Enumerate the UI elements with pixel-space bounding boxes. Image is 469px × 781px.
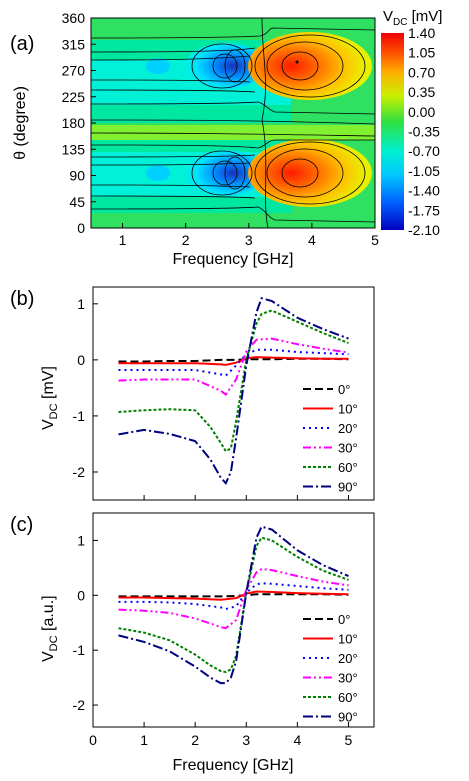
panel-c-ytick-label: -1: [73, 642, 86, 658]
panel-b-legend: 0° 10° 20° 30° 60° 90°: [303, 382, 358, 495]
panel-b-ytick-label: 0: [77, 352, 85, 368]
panel-b-ytick-label: 1: [77, 296, 85, 312]
colorbar-labels: 1.40 1.05 0.70 0.35 0.00 -0.35 -0.70 -1.05 -1.40…: [408, 25, 440, 238]
panel-c-frame: [92, 512, 375, 728]
panel-c-ylabel-main: V: [40, 651, 57, 662]
legend-label-0deg: 0°: [338, 612, 350, 627]
colorbar-label: 0.00: [408, 104, 435, 120]
panel-c-axes: 0 1 2 3 4 5 1 0 -1 -2: [73, 532, 353, 748]
panel-c-xtick-label: 3: [242, 732, 250, 748]
legend-label-30deg: 30°: [338, 441, 358, 456]
series-line-30deg: [118, 337, 349, 397]
panel-b-label: (b): [10, 288, 34, 310]
legend-label-60deg: 60°: [338, 460, 358, 475]
panel-b-frame: [92, 286, 375, 501]
panel-c-series: [118, 525, 349, 685]
panel-a-ytick-label: 270: [62, 63, 86, 79]
series-line-60deg: [118, 309, 349, 453]
colorbar-label: -1.40: [408, 183, 440, 199]
colorbar-label: -0.70: [408, 143, 440, 159]
panel-a-heatmap: (a): [10, 8, 442, 268]
panel-b-ylabel-main: V: [40, 419, 57, 430]
colorbar-label: 1.40: [408, 25, 435, 41]
series-line-10deg: [118, 356, 349, 366]
legend-label-10deg: 10°: [338, 632, 358, 647]
panel-c-line-chart: (c) 0 1 2 3 4 5 1 0 -1 -2 VDC [a.u.] Frequency [G…: [10, 512, 375, 774]
legend-label-60deg: 60°: [338, 690, 358, 705]
panel-a-xlabel: Frequency [GHz]: [173, 251, 294, 268]
series-line-90deg: [118, 296, 349, 485]
legend-label-20deg: 20°: [338, 651, 358, 666]
panel-a-xtick-label: 5: [371, 232, 379, 248]
colorbar-label: -0.35: [408, 124, 440, 140]
colorbar-gradient: [381, 33, 404, 230]
panel-b-series: [118, 296, 349, 485]
panel-b-axes: 1 0 -1 -2: [73, 296, 349, 500]
panel-a-ytick-label: 90: [69, 168, 85, 184]
colorbar-label: 0.35: [408, 84, 435, 100]
panel-a-label: (a): [10, 33, 34, 55]
panel-c-xlabel: Frequency [GHz]: [173, 757, 294, 774]
colorbar-label: -2.10: [408, 222, 440, 238]
series-line-20deg: [118, 582, 349, 611]
panel-c-xtick-label: 2: [191, 732, 199, 748]
panel-a-ytick-label: 225: [62, 89, 86, 105]
panel-a-xtick-label: 1: [119, 232, 127, 248]
panel-a-ytick-label: 135: [62, 141, 86, 157]
panel-c-xtick-label: 0: [89, 732, 97, 748]
series-line-90deg: [118, 525, 349, 685]
panel-c-ytick-label: 1: [77, 532, 85, 548]
legend-label-0deg: 0°: [338, 382, 350, 397]
panel-c-ylabel-unit: [a.u.]: [40, 595, 57, 635]
colorbar-label: -1.75: [408, 202, 440, 218]
legend-label-20deg: 20°: [338, 421, 358, 436]
panel-b-ytick-label: -2: [73, 464, 86, 480]
panel-a-ytick-label: 45: [69, 194, 85, 210]
colorbar-title-unit: [mV]: [407, 8, 442, 25]
series-line-0deg: [118, 593, 349, 598]
panel-b-line-chart: (b) 1 0 -1 -2 VDC [mV] 0° 10° 20° 30° 60° 90°: [10, 286, 375, 501]
panel-c-ylabel: VDC [a.u.]: [40, 595, 60, 662]
panel-a-xtick-label: 2: [182, 232, 190, 248]
panel-c-xtick-label: 1: [140, 732, 148, 748]
series-line-10deg: [118, 590, 349, 601]
panel-c-xtick-label: 4: [293, 732, 301, 748]
panel-c-ylabel-sub: DC: [48, 635, 60, 651]
panel-c-legend: 0° 10° 20° 30° 60° 90°: [303, 612, 358, 725]
panel-a-ytick-label: 315: [62, 36, 86, 52]
colorbar-label: -1.05: [408, 163, 440, 179]
panel-c-label: (c): [10, 514, 33, 536]
panel-c-ytick-label: -2: [73, 697, 86, 713]
panel-b-ylabel-unit: [mV]: [40, 366, 57, 403]
colorbar-label: 1.05: [408, 45, 435, 61]
colorbar-title-main: V: [383, 8, 393, 25]
panel-a-ylabel: θ (degree): [12, 86, 29, 160]
series-line-0deg: [118, 357, 349, 363]
heatmap-field: [91, 18, 375, 228]
panel-a-ytick-label: 0: [77, 220, 85, 236]
series-line-30deg: [118, 567, 349, 630]
colorbar-title-sub: DC: [393, 17, 407, 28]
panel-c-ytick-label: 0: [77, 587, 85, 603]
legend-label-90deg: 90°: [338, 710, 358, 725]
legend-label-30deg: 30°: [338, 671, 358, 686]
panel-b-ytick-label: -1: [73, 408, 86, 424]
legend-label-90deg: 90°: [338, 480, 358, 495]
colorbar-label: 0.70: [408, 64, 435, 80]
panel-a-ytick-label: 360: [62, 10, 86, 26]
panel-a-ytick-label: 180: [62, 115, 86, 131]
colorbar: VDC [mV] 1.40 1.05 0.70 0.35 0.00 -0.35 -0.70 -…: [381, 8, 442, 238]
panel-c-xtick-label: 5: [345, 732, 353, 748]
panel-a-xtick-label: 4: [308, 232, 316, 248]
panel-a-xtick-label: 3: [245, 232, 253, 248]
panel-b-ylabel: VDC [mV]: [40, 366, 60, 430]
colorbar-title: VDC [mV]: [383, 8, 442, 28]
legend-label-10deg: 10°: [338, 402, 358, 417]
panel-b-ylabel-sub: DC: [48, 403, 60, 419]
series-line-60deg: [118, 536, 349, 674]
